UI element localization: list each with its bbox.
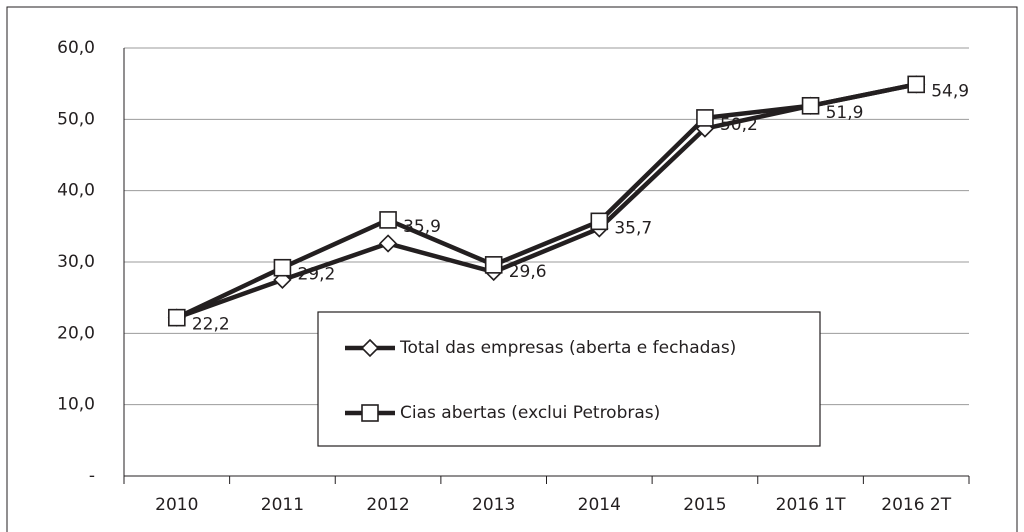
marker: [907, 75, 925, 94]
x-tick-label: 2015: [683, 495, 726, 515]
data-label: 22,2: [192, 315, 230, 335]
x-tick-label: 2012: [366, 495, 409, 515]
y-tick-label: 10,0: [57, 395, 95, 415]
data-label: 50,2: [720, 115, 758, 135]
marker: [590, 212, 609, 231]
x-tick-label: 2013: [472, 495, 515, 515]
x-tick-label: 2016 2T: [881, 495, 951, 515]
y-tick-label: 20,0: [57, 323, 95, 343]
legend-entries: Total das empresas (aberta e fechadas) Ci…: [345, 338, 736, 423]
data-label: 29,6: [509, 262, 547, 282]
marker: [484, 256, 503, 274]
data-label: 35,7: [614, 218, 652, 238]
data-label: 51,9: [826, 103, 864, 123]
legend: [317, 311, 821, 447]
data-label: 35,9: [403, 217, 441, 237]
y-tick-label: -: [89, 466, 95, 486]
y-tick-label: 40,0: [57, 181, 95, 201]
plot: 22,2 29,2 35,9 29,6 35,7 50,2 51,9 54,9: [167, 75, 969, 335]
marker: [361, 404, 379, 422]
series-line: [175, 82, 917, 320]
marker: [360, 338, 380, 358]
marker: [801, 96, 820, 115]
x-tick-label: 2014: [578, 495, 621, 515]
marker: [378, 234, 398, 253]
legend-label: Cias abertas (exclui Petrobras): [400, 403, 660, 423]
legend-label: Total das empresas (aberta e fechadas): [399, 338, 736, 358]
y-tick-label: 50,0: [57, 109, 95, 129]
marker: [379, 211, 397, 229]
data-label: 29,2: [297, 265, 335, 285]
x-tick-label: 2010: [155, 495, 198, 515]
marker: [273, 258, 292, 277]
y-tick-label: 60,0: [57, 38, 95, 58]
marker: [168, 308, 186, 327]
x-tick-label: 2011: [261, 495, 304, 515]
y-tick-label: 30,0: [57, 252, 95, 272]
x-tick-label: 2016 1T: [776, 495, 846, 515]
data-label: 54,9: [931, 81, 969, 101]
marker: [696, 109, 714, 127]
